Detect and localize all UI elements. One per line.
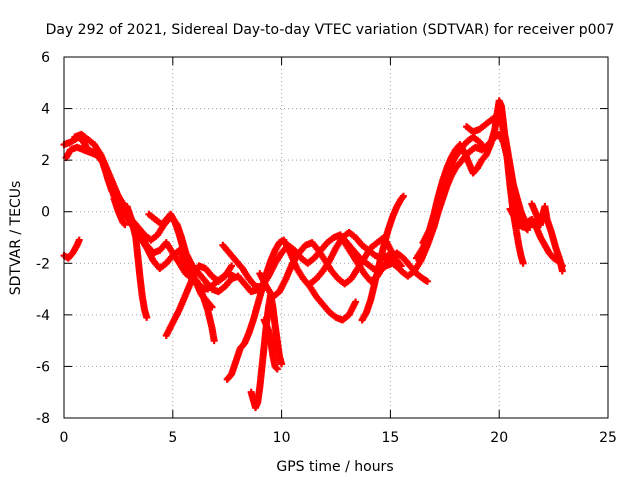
series-track-k — [247, 290, 286, 412]
data-point — [523, 226, 531, 234]
y-tick-label: -2 — [36, 256, 50, 272]
y-tick-label: 0 — [41, 205, 50, 221]
data-point — [558, 267, 566, 275]
data-point — [480, 143, 488, 151]
chart-title: Day 292 of 2021, Sidereal Day-to-day VTE… — [46, 22, 615, 38]
x-axis-ticks: 0 5 10 15 20 25 — [60, 57, 617, 446]
x-tick-label: 20 — [490, 430, 508, 446]
y-axis-label: SDTVAR / TECUs — [8, 181, 24, 296]
series-track-f — [110, 195, 129, 229]
data-points — [60, 97, 566, 412]
data-point — [228, 262, 236, 270]
data-point — [75, 236, 83, 244]
series-track-u — [528, 200, 566, 275]
x-tick-label: 15 — [381, 430, 399, 446]
y-tick-label: -6 — [36, 359, 50, 375]
data-point — [519, 259, 527, 267]
series-track-e — [123, 203, 151, 321]
series-track-l — [260, 316, 281, 373]
data-point — [278, 360, 286, 368]
x-tick-label: 25 — [599, 430, 617, 446]
series-track-h — [162, 262, 236, 339]
y-tick-label: -4 — [36, 308, 50, 324]
x-tick-label: 0 — [60, 430, 69, 446]
data-point — [273, 365, 281, 373]
y-axis-ticks: -8 -6 -4 -2 0 2 4 6 — [36, 50, 608, 427]
y-tick-label: -8 — [36, 411, 50, 427]
series-track-r — [413, 133, 488, 262]
data-point — [121, 221, 129, 229]
data-point — [423, 277, 431, 285]
data-point — [352, 298, 360, 306]
plot-frame — [63, 56, 609, 419]
series-track-j — [223, 236, 360, 383]
y-tick-label: 4 — [41, 102, 50, 118]
series-track-t — [506, 205, 566, 270]
x-tick-label: 10 — [273, 430, 291, 446]
y-tick-label: 6 — [41, 50, 50, 66]
data-point — [399, 192, 407, 200]
data-point — [143, 313, 151, 321]
data-point — [210, 337, 218, 345]
y-tick-label: 2 — [41, 153, 50, 169]
x-axis-label: GPS time / hours — [276, 459, 393, 475]
data-point — [208, 303, 216, 311]
x-tick-label: 5 — [168, 430, 177, 446]
